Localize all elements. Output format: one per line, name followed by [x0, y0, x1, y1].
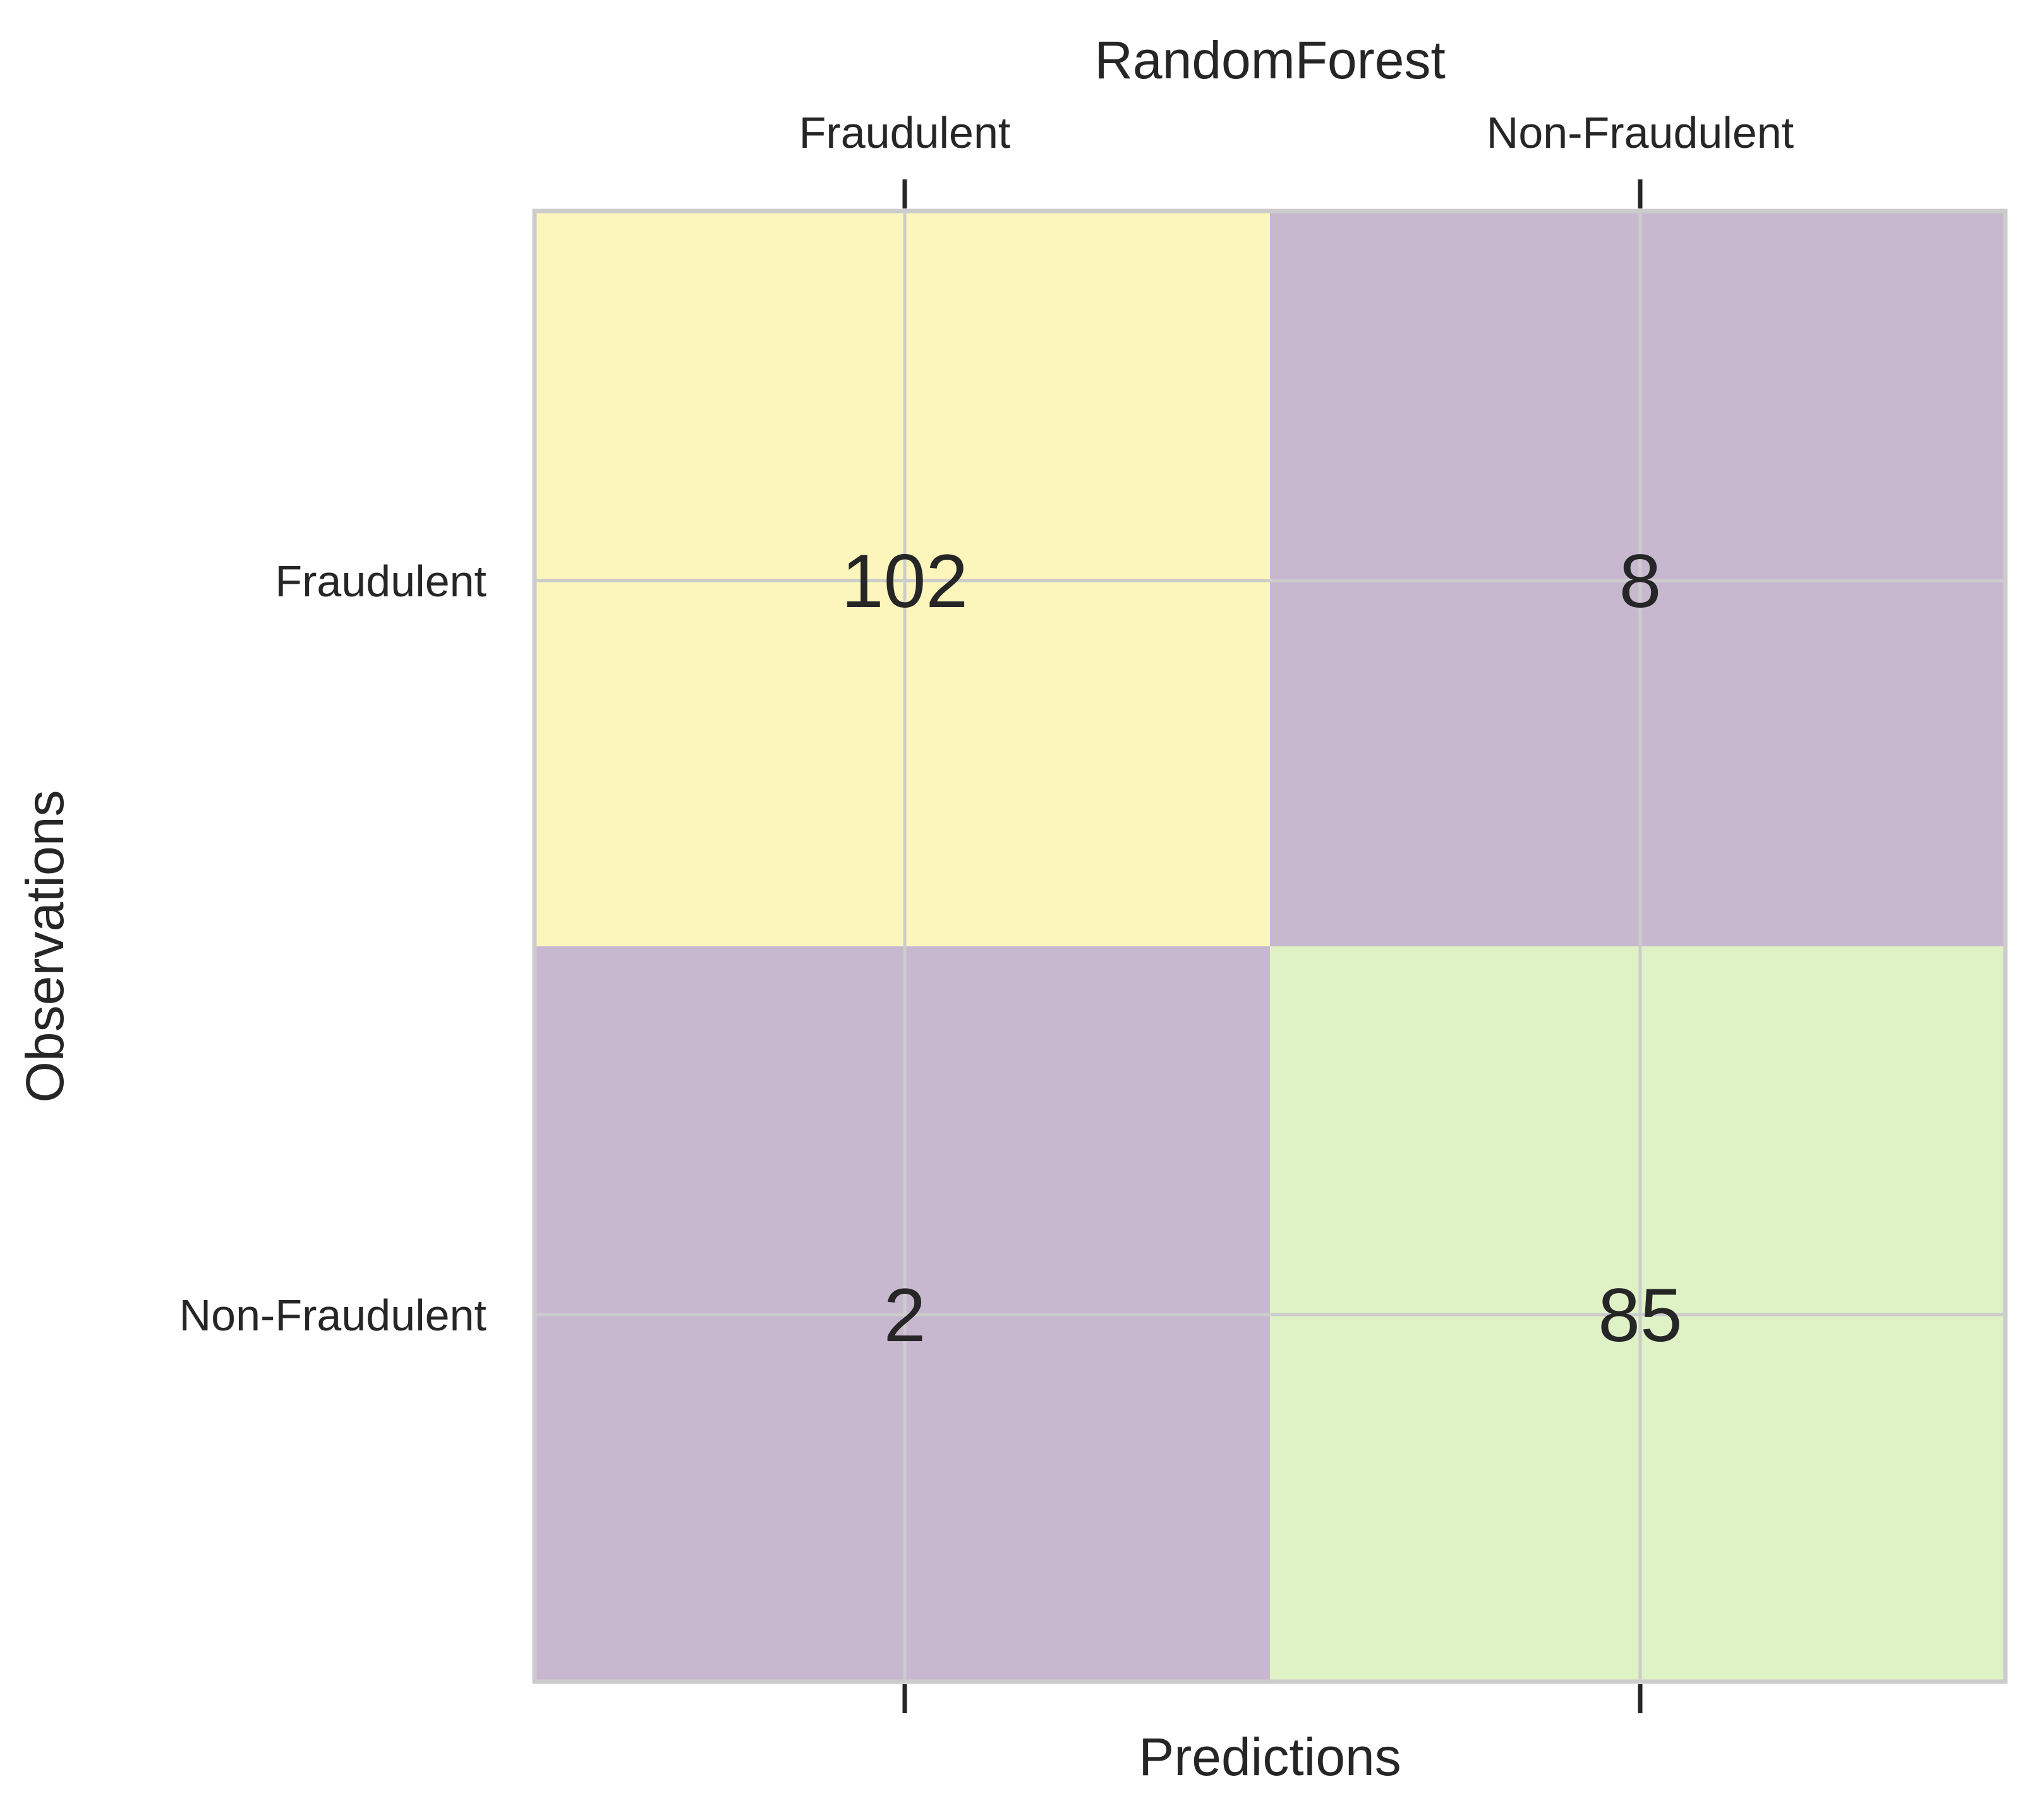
y-tick-label: Non-Fraudulent [179, 1291, 486, 1340]
y-tick-labels: Fraudulent Non-Fraudulent [179, 557, 486, 1340]
cell-value-label: 85 [1598, 1273, 1682, 1358]
plot-frame [532, 208, 2008, 1684]
cell-value-labels: 102 8 2 85 [842, 539, 1683, 1358]
heatmap-cells [535, 211, 2005, 1682]
heatmap-cell [535, 211, 1270, 946]
x-axis-label: Predictions [1139, 1727, 1401, 1787]
x-tick-labels: Fraudulent Non-Fraudulent [799, 108, 1794, 157]
cell-value-label: 8 [1619, 539, 1662, 624]
cell-value-label: 2 [884, 1273, 926, 1358]
chart-title: RandomForest [1094, 30, 1446, 90]
x-tick-label: Non-Fraudulent [1487, 108, 1794, 157]
cell-value-label: 102 [842, 539, 968, 624]
heatmap-cell [1270, 211, 2005, 946]
gridlines [535, 211, 2005, 1682]
x-tick-label: Fraudulent [799, 108, 1011, 157]
tick-marks [902, 179, 1643, 1713]
y-axis-label: Observations [15, 790, 75, 1103]
y-tick-label: Fraudulent [275, 557, 486, 606]
